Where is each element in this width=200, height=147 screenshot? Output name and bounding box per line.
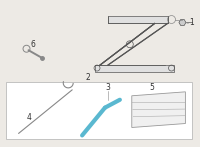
Text: 2: 2: [86, 74, 90, 82]
Polygon shape: [95, 65, 174, 72]
Text: 4: 4: [27, 113, 32, 122]
Bar: [6, 82, 192, 139]
Text: 1: 1: [189, 18, 194, 27]
Polygon shape: [132, 92, 185, 127]
Text: 6: 6: [30, 40, 35, 49]
Polygon shape: [179, 20, 186, 25]
Polygon shape: [108, 16, 168, 24]
Text: 5: 5: [149, 83, 154, 92]
Text: 3: 3: [106, 83, 110, 92]
